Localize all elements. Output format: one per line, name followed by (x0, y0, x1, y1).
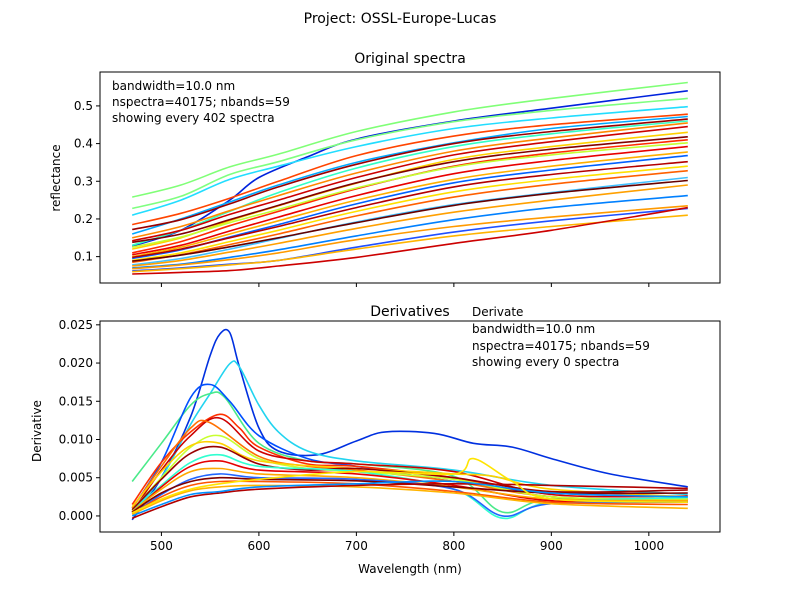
series-line-6 (131, 115, 688, 235)
x-tick-label: 600 (247, 539, 270, 553)
chart-title: Derivatives (370, 304, 449, 320)
y-tick-label: 0.020 (59, 356, 93, 370)
y-axis-label: Derivative (30, 400, 44, 462)
series-line-18 (131, 482, 688, 519)
x-tick-label: 1000 (634, 539, 665, 553)
x-tick-label: 800 (442, 539, 465, 553)
series-line-27 (132, 214, 688, 273)
series-line-7 (132, 118, 688, 231)
series-line-28 (132, 206, 688, 275)
series-line-15 (132, 145, 688, 256)
plot-area (131, 81, 688, 275)
series-line-14 (132, 142, 688, 248)
annotation-line-2: nspectra=40175; nbands=59 (112, 95, 290, 109)
y-tick-label: 0.2 (74, 212, 93, 226)
series-line-2 (131, 90, 688, 247)
series-line-5 (132, 113, 688, 226)
annotation-line-1: bandwidth=10.0 nm (112, 79, 235, 93)
y-tick-label: 0.1 (74, 250, 93, 264)
axes-frame (99, 320, 721, 533)
y-tick-label: 0.3 (74, 174, 93, 188)
annotation-line-3: nspectra=40175; nbands=59 (472, 339, 650, 353)
x-tick-label: 500 (150, 539, 173, 553)
annotation-line-3: showing every 402 spectra (112, 111, 275, 125)
series-line-4 (131, 105, 688, 216)
annotation-line-1: Derivate (472, 305, 523, 319)
series-line-1 (131, 328, 688, 521)
y-tick-label: 0.025 (59, 318, 93, 332)
y-tick-label: 0.005 (59, 471, 93, 485)
axis-ticks: 500 600 700 800 900 1000 0.000 0.005 0.010 0.015 0… (59, 318, 664, 553)
series-line-24 (132, 194, 688, 269)
chart-title: Original spectra (354, 51, 466, 67)
series-line-16 (131, 480, 688, 515)
y-tick-label: 0.5 (74, 99, 93, 113)
series-line-26 (132, 207, 688, 272)
series-line-23 (132, 184, 688, 267)
series-line-12 (132, 136, 688, 244)
series-line-8 (131, 120, 688, 247)
y-tick-label: 0.4 (74, 137, 93, 151)
x-tick-label: 700 (345, 539, 368, 553)
figure-suptitle: Project: OSSL-Europe-Lucas (304, 11, 497, 27)
series-line-18 (132, 160, 688, 259)
series-line-3 (132, 97, 688, 210)
y-tick-label: 0.010 (59, 432, 93, 446)
y-tick-label: 0.015 (59, 394, 93, 408)
chart-derivatives: 500 600 700 800 900 1000 0.000 0.005 0.010 0.015 0… (30, 304, 721, 576)
series-line-20 (132, 169, 688, 264)
y-tick-label: 0.000 (59, 509, 93, 523)
axes-frame (99, 71, 721, 284)
series-line-25 (132, 205, 688, 270)
series-line-19 (131, 480, 688, 517)
chart-original-spectra: Original spectra 0.1 0.2 0.3 0.4 0.5 reflect… (49, 51, 721, 287)
series-line-10 (131, 445, 688, 511)
series-line-5 (131, 413, 688, 505)
series-line-22 (132, 179, 688, 262)
series-line-10 (132, 125, 688, 242)
series-line-20 (131, 457, 688, 514)
series-line-11 (131, 453, 688, 520)
annotation-line-4: showing every 0 spectra (472, 355, 619, 369)
y-axis-label: reflectance (49, 144, 63, 211)
series-line-13 (132, 139, 688, 254)
series-line-16 (132, 151, 688, 258)
axis-ticks: 0.1 0.2 0.3 0.4 0.5 (74, 99, 650, 287)
plot-area (131, 328, 688, 521)
x-axis-label: Wavelength (nm) (358, 562, 462, 576)
series-line-19 (132, 165, 688, 262)
series-line-9 (132, 122, 688, 239)
series-line-1 (132, 81, 688, 198)
series-line-14 (131, 473, 688, 517)
series-line-12 (131, 459, 688, 514)
x-tick-label: 900 (540, 539, 563, 553)
annotation-line-2: bandwidth=10.0 nm (472, 322, 595, 336)
